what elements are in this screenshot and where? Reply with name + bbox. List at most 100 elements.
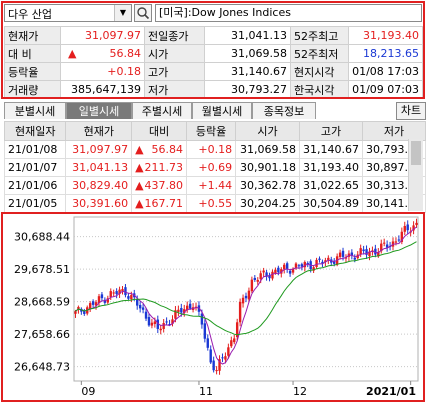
candle bbox=[162, 323, 165, 329]
candle bbox=[168, 323, 171, 325]
change-value: 167.71 bbox=[144, 197, 184, 210]
candle bbox=[382, 242, 386, 244]
column-header[interactable]: 시가 bbox=[235, 121, 300, 141]
quote-value: 385,647,139 bbox=[60, 80, 145, 99]
rate-cell: +0.55 bbox=[186, 194, 237, 213]
y-tick-label: 26,648.73 bbox=[14, 361, 70, 374]
quote-label: 등락율 bbox=[4, 62, 61, 81]
candle bbox=[265, 272, 268, 277]
candle bbox=[221, 357, 224, 359]
quote-label: 거래량 bbox=[4, 80, 61, 99]
candle bbox=[115, 291, 118, 295]
candle bbox=[177, 309, 180, 312]
candle bbox=[212, 360, 215, 371]
x-tick-label: 09 bbox=[81, 385, 95, 398]
candle bbox=[180, 308, 183, 313]
top-search-bar: 다우 산업 ▼ [미국]:Dow Jones Indices bbox=[4, 3, 422, 23]
change-value: 56.84 bbox=[151, 143, 184, 156]
quote-label: 대 비 bbox=[4, 44, 61, 63]
candle bbox=[224, 356, 227, 360]
daily-header-row: 현재일자 현재가 대비 등락율 시가 고가 저가 bbox=[3, 121, 426, 141]
tab-daily[interactable]: 일별시세 bbox=[66, 102, 132, 119]
candle bbox=[206, 338, 209, 348]
tab-bar: 분별시세 일별시세 주별시세 월별시세 종목정보 차트 bbox=[4, 102, 426, 120]
date-cell: 21/01/05 bbox=[3, 194, 67, 213]
candle bbox=[412, 225, 415, 231]
high-cell: 31,022.65 bbox=[299, 176, 363, 195]
candle bbox=[94, 302, 98, 306]
candle bbox=[259, 273, 262, 280]
candle bbox=[121, 289, 124, 292]
close-cell: 31,041.13 bbox=[65, 158, 133, 177]
candle bbox=[353, 257, 356, 260]
quote-value: 31,193.40 bbox=[348, 26, 423, 45]
column-header[interactable]: 등락율 bbox=[186, 121, 237, 141]
market-select[interactable]: 다우 산업 ▼ bbox=[4, 4, 132, 22]
candle bbox=[130, 295, 133, 300]
y-tick-label: 27,658.66 bbox=[14, 328, 70, 341]
y-tick-label: 28,668.59 bbox=[14, 296, 70, 309]
candle bbox=[385, 244, 389, 248]
tab-monthly[interactable]: 월별시세 bbox=[192, 102, 252, 119]
rate-cell: +0.69 bbox=[186, 158, 237, 177]
candle bbox=[297, 265, 301, 267]
rate-cell: +1.44 bbox=[186, 176, 237, 195]
candle bbox=[174, 310, 177, 319]
change-value: 211.73 bbox=[144, 161, 184, 174]
tab-stock-info[interactable]: 종목정보 bbox=[252, 102, 316, 119]
quote-label: 52주최저 bbox=[290, 44, 349, 63]
quote-label: 전일종가 bbox=[144, 26, 205, 45]
table-row[interactable]: 21/01/05 30,391.60 ▲ 167.71 +0.55 30,204.… bbox=[3, 194, 426, 213]
candle bbox=[144, 311, 148, 319]
scrollbar-thumb[interactable] bbox=[411, 141, 421, 165]
table-row[interactable]: 21/01/08 31,097.97 ▲ 56.84 +0.18 31,069.5… bbox=[3, 140, 426, 159]
column-header[interactable]: 현재가 bbox=[65, 121, 133, 141]
candle bbox=[280, 269, 283, 274]
candle bbox=[327, 257, 330, 261]
quote-label: 현지시각 bbox=[290, 62, 349, 81]
quote-value: 30,793.27 bbox=[204, 80, 291, 99]
table-row[interactable]: 21/01/07 31,041.13 ▲ 211.73 +0.69 30,901.… bbox=[3, 158, 426, 177]
x-tick-label: 12 bbox=[293, 385, 307, 398]
moving-average-line bbox=[75, 226, 417, 365]
quote-row: 등락율 +0.18 고가 31,140.67 현지시각 01/08 17:03 bbox=[4, 62, 423, 81]
quote-row: 현재가 31,097.97 전일종가 31,041.13 52주최고 31,19… bbox=[4, 26, 423, 45]
quote-value: 56.84 bbox=[109, 47, 142, 60]
index-title-field[interactable]: [미국]:Dow Jones Indices bbox=[155, 4, 422, 22]
up-arrow-icon: ▲ bbox=[135, 161, 144, 174]
candle bbox=[333, 260, 336, 264]
column-header[interactable]: 대비 bbox=[131, 121, 188, 141]
candle bbox=[262, 270, 265, 273]
price-chart-svg: 30,688.44 29,678.51 28,668.59 27,658.66 26,6… bbox=[14, 216, 419, 398]
candle bbox=[362, 249, 365, 252]
candle bbox=[183, 309, 186, 314]
chart-button[interactable]: 차트 bbox=[396, 102, 426, 120]
open-cell: 30,901.18 bbox=[235, 158, 300, 177]
quote-label: 52주최고 bbox=[290, 26, 349, 45]
candle bbox=[406, 224, 409, 231]
price-chart: 30,688.44 29,678.51 28,668.59 27,658.66 26,6… bbox=[4, 215, 422, 399]
candle bbox=[303, 262, 307, 268]
column-header[interactable]: 현재일자 bbox=[3, 121, 67, 141]
change-value: 437.80 bbox=[144, 179, 184, 192]
search-button[interactable] bbox=[134, 4, 152, 22]
candle bbox=[256, 279, 259, 282]
date-cell: 21/01/08 bbox=[3, 140, 67, 159]
column-header[interactable]: 저가 bbox=[361, 121, 426, 141]
tab-weekly[interactable]: 주별시세 bbox=[132, 102, 192, 119]
table-scrollbar[interactable] bbox=[408, 139, 423, 211]
table-row[interactable]: 21/01/06 30,829.40 ▲ 437.80 +1.44 30,362.… bbox=[3, 176, 426, 195]
column-header[interactable]: 고가 bbox=[299, 121, 363, 141]
candle bbox=[188, 303, 192, 309]
candle bbox=[171, 319, 174, 324]
search-icon bbox=[137, 7, 150, 20]
candle bbox=[241, 297, 245, 304]
tab-minute[interactable]: 분별시세 bbox=[4, 102, 66, 119]
quote-label: 저가 bbox=[144, 80, 205, 99]
candle bbox=[136, 299, 139, 306]
close-cell: 30,829.40 bbox=[65, 176, 133, 195]
chevron-down-icon[interactable]: ▼ bbox=[114, 5, 131, 21]
high-cell: 30,504.89 bbox=[299, 194, 363, 213]
candle bbox=[312, 267, 315, 271]
candle bbox=[285, 263, 289, 269]
